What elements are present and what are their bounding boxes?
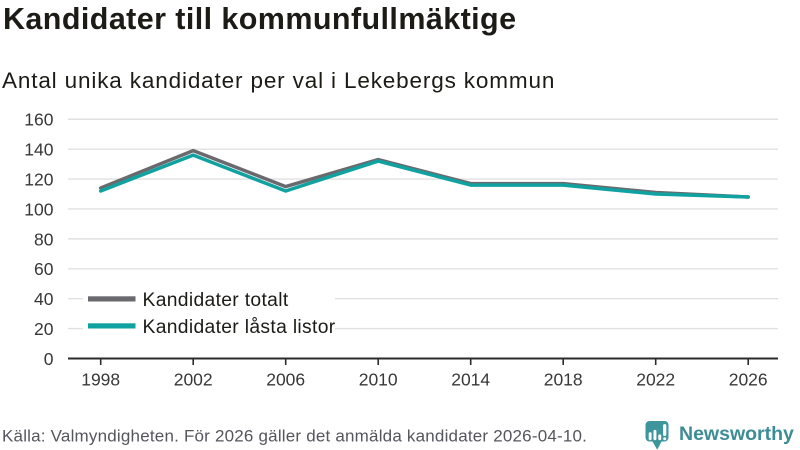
svg-text:Kandidater låsta listor: Kandidater låsta listor [143, 316, 336, 338]
svg-text:20: 20 [34, 319, 54, 339]
svg-text:Antal unika kandidater per val: Antal unika kandidater per val i Lekeber… [2, 68, 555, 93]
svg-text:120: 120 [24, 169, 53, 189]
svg-text:60: 60 [34, 259, 54, 279]
svg-text:2002: 2002 [174, 370, 213, 390]
svg-text:Kandidater till kommunfullmäkt: Kandidater till kommunfullmäktige [3, 2, 516, 36]
svg-text:2014: 2014 [451, 370, 490, 390]
svg-text:Källa: Valmyndigheten. För 202: Källa: Valmyndigheten. För 2026 gäller d… [2, 427, 587, 446]
svg-text:Newsworthy: Newsworthy [679, 423, 794, 445]
svg-text:40: 40 [34, 289, 54, 309]
svg-text:80: 80 [34, 229, 54, 249]
svg-text:2018: 2018 [544, 370, 583, 390]
svg-text:0: 0 [44, 349, 54, 369]
svg-text:140: 140 [24, 140, 53, 160]
svg-text:2022: 2022 [636, 370, 675, 390]
svg-text:1998: 1998 [81, 370, 120, 390]
svg-text:2026: 2026 [729, 370, 768, 390]
svg-text:Kandidater totalt: Kandidater totalt [143, 290, 289, 311]
svg-text:2010: 2010 [359, 370, 398, 390]
svg-text:2006: 2006 [266, 370, 305, 390]
svg-text:100: 100 [24, 199, 53, 219]
svg-text:160: 160 [24, 110, 53, 130]
